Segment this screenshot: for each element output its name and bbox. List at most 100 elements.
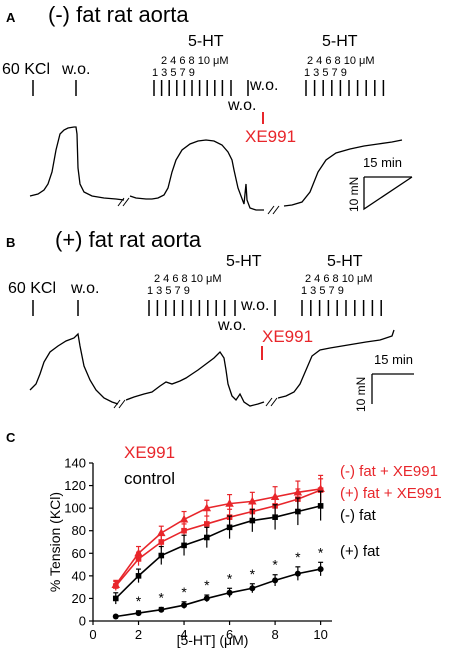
- panel-b-wo-after-1: w.o.: [240, 297, 269, 314]
- significance-star-4: *: [181, 584, 187, 600]
- legend-xe991: XE991: [124, 443, 175, 462]
- panel-a-wo-after-1: w.o.: [249, 77, 278, 94]
- break-mark-b-4: [270, 397, 278, 407]
- x-tick-label-4: 4: [180, 627, 187, 642]
- break-mark-a-4: [272, 205, 280, 215]
- y-axis-label: % Tension (KCl): [47, 492, 63, 592]
- x-tick-label-8: 8: [271, 627, 278, 642]
- trace-a: [29, 126, 403, 211]
- legend-control: control: [124, 469, 175, 488]
- point-1-2: [158, 539, 165, 545]
- point-3-6: [249, 585, 256, 592]
- y-tick-label-40: 40: [72, 568, 86, 583]
- point-3-8: [294, 570, 301, 577]
- y-tick-label-120: 120: [64, 478, 86, 493]
- point-3-2: [158, 606, 165, 613]
- panel-b-dose-top-1: 2 4 6 8 10 μM: [154, 273, 222, 285]
- point-2-5: [226, 524, 233, 531]
- panel-a-dose-bottom-2: 1 3 5 7 9: [304, 67, 347, 79]
- panel-b-kcl-label: 60 KCl: [8, 280, 56, 297]
- panel-a-tension-scale: 10 mN: [347, 177, 361, 212]
- point-2-7: [272, 514, 278, 520]
- significance-star-3: *: [159, 589, 165, 605]
- point-0-5: [225, 498, 234, 507]
- point-2-8: [295, 508, 301, 515]
- break-mark-b-2: [118, 399, 126, 409]
- panel-b-5ht-label-2: 5-HT: [327, 253, 363, 270]
- y-ticks: 0 20 40 60 80 100 120 140: [64, 456, 93, 629]
- point-1-9: [317, 487, 324, 493]
- panel-b-5ht-label-1: 5-HT: [226, 253, 262, 270]
- panel-a-xe991-label: XE991: [245, 127, 296, 146]
- dose-ticks-b-2: [301, 300, 382, 316]
- point-3-1: [135, 610, 142, 617]
- x-tick-label-10: 10: [313, 627, 327, 642]
- point-1-0: [112, 583, 119, 589]
- x-axis-label: [5-HT] (μM): [177, 632, 249, 648]
- series-label-2: (-) fat: [340, 507, 377, 524]
- series-3: [112, 561, 324, 620]
- panel-c: C XE991 control 0 20 40 60 80 100 120 140 0 2 4 6 8…: [6, 430, 442, 648]
- panel-b-tension-scale: 10 mN: [354, 377, 368, 412]
- series-label-0: (-) fat + XE991: [340, 463, 438, 480]
- panel-a-dose-top-2: 2 4 6 8 10 μM: [307, 55, 375, 67]
- panel-a-time-scale: 15 min: [363, 155, 402, 170]
- y-tick-label-20: 20: [72, 591, 86, 606]
- panel-a-dose-bottom-1: 1 3 5 7 9: [152, 67, 195, 79]
- significance-star-6: *: [227, 570, 233, 586]
- dose-ticks-a-2: [305, 80, 385, 96]
- y-tick-label-60: 60: [72, 546, 86, 561]
- y-tick-label-140: 140: [64, 456, 86, 471]
- point-2-6: [249, 517, 256, 524]
- point-1-4: [204, 521, 210, 527]
- x-tick-label-6: 6: [226, 627, 233, 642]
- significance-star-8: *: [272, 557, 278, 573]
- significance-star-5: *: [204, 577, 210, 593]
- point-0-3: [179, 514, 189, 523]
- panel-b-dose-top-2: 2 4 6 8 10 μM: [305, 273, 373, 285]
- significance-markers: * * * * * * * * *: [136, 544, 324, 609]
- point-0-4: [202, 503, 212, 512]
- series-line-1: [115, 489, 321, 587]
- panel-b-time-scale: 15 min: [374, 352, 413, 367]
- panel-b-wo-lower: w.o.: [217, 317, 246, 334]
- series-2: [112, 490, 324, 605]
- dose-ticks-b-1: [148, 300, 226, 316]
- point-3-4: [203, 595, 210, 602]
- panel-b-letter: B: [6, 235, 15, 250]
- point-2-1: [135, 573, 142, 579]
- panel-a-wo-label: w.o.: [61, 61, 90, 78]
- point-2-4: [204, 534, 210, 541]
- series-labels: (-) fat + XE991 (+) fat + XE991 (-) fat (+)…: [340, 463, 442, 560]
- series-1: [112, 478, 324, 591]
- series-label-1: (+) fat + XE991: [340, 485, 442, 502]
- panel-a-wo-lower: w.o.: [227, 97, 256, 114]
- dose-response-chart: 0 20 40 60 80 100 120 140 0 2 4 6 8 10 * * * * * * * * * (-)…: [47, 456, 442, 649]
- dose-ticks-a-1: [153, 80, 224, 96]
- significance-star-2: *: [136, 593, 142, 609]
- y-tick-label-0: 0: [79, 614, 86, 629]
- panel-a-kcl-label: 60 KCl: [2, 61, 50, 78]
- x-ticks: 0 2 4 6 8 10: [89, 621, 328, 642]
- point-3-7: [272, 577, 279, 584]
- x-tick-label-0: 0: [89, 627, 96, 642]
- trace-b: [29, 329, 395, 407]
- panel-a-5ht-label-1: 5-HT: [188, 33, 224, 50]
- point-1-3: [181, 527, 187, 534]
- point-2-3: [181, 542, 187, 549]
- series-line-3: [115, 568, 321, 618]
- x-tick-label-2: 2: [135, 627, 142, 642]
- break-mark-b-1: [113, 399, 121, 409]
- point-3-9: [317, 566, 324, 573]
- panel-a-dose-top-1: 2 4 6 8 10 μM: [161, 55, 229, 67]
- y-tick-label-100: 100: [64, 501, 86, 516]
- point-2-2: [158, 552, 165, 559]
- break-mark-a-1: [117, 197, 125, 207]
- break-mark-a-3: [267, 205, 275, 215]
- panel-a-letter: A: [6, 10, 16, 25]
- point-3-5: [226, 589, 233, 596]
- panel-b-dose-bottom-2: 1 3 5 7 9: [301, 285, 344, 297]
- panel-b-dose-bottom-1: 1 3 5 7 9: [147, 285, 190, 297]
- panel-c-letter: C: [6, 430, 16, 445]
